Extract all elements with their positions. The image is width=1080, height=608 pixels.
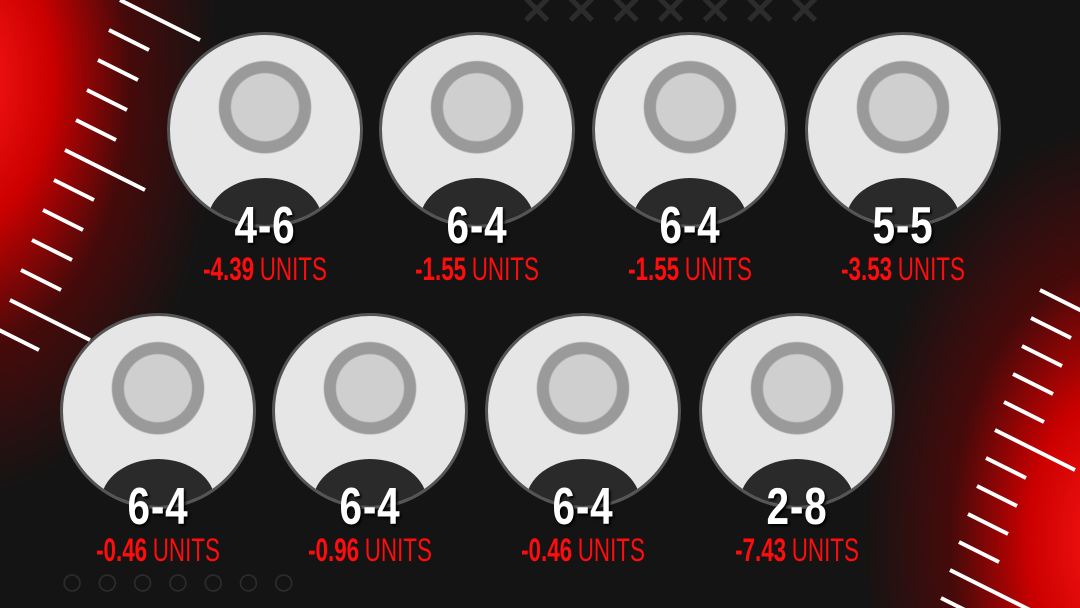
expert-photo xyxy=(699,313,895,509)
expert-photo xyxy=(60,313,256,509)
record: 2-8 xyxy=(766,478,828,536)
expert-card-7: 6-4 -0.46 UNITS xyxy=(478,313,688,567)
yard-line xyxy=(940,596,966,608)
units: -1.55 UNITS xyxy=(415,251,539,287)
expert-photo xyxy=(272,313,468,509)
units: -0.96 UNITS xyxy=(308,532,432,568)
expert-photo xyxy=(379,32,575,228)
expert-card-2: 6-4 -1.55 UNITS xyxy=(372,32,582,286)
yard-line xyxy=(1030,316,1072,340)
expert-photo xyxy=(167,32,363,228)
yard-line xyxy=(949,568,1031,608)
yard-line xyxy=(31,238,73,262)
yard-line xyxy=(108,28,150,52)
record: 6-4 xyxy=(552,478,614,536)
yard-line xyxy=(9,298,91,342)
yard-line xyxy=(20,268,62,292)
yard-line xyxy=(1021,344,1063,368)
units: -3.53 UNITS xyxy=(841,251,965,287)
yard-line xyxy=(75,118,117,142)
yard-line xyxy=(64,148,146,192)
expert-photo xyxy=(485,313,681,509)
expert-card-3: 6-4 -1.55 UNITS xyxy=(585,32,795,286)
yard-line xyxy=(967,512,1009,536)
yard-line xyxy=(1003,400,1045,424)
expert-card-6: 6-4 -0.96 UNITS xyxy=(265,313,475,567)
record: 6-4 xyxy=(127,478,189,536)
play-x-marks: ✕ ✕ ✕ ✕ ✕ ✕ ✕ xyxy=(520,0,822,33)
record: 4-6 xyxy=(234,197,296,255)
units: -7.43 UNITS xyxy=(735,532,859,568)
yard-line xyxy=(97,58,139,82)
yard-line xyxy=(42,208,84,232)
yard-line xyxy=(0,328,40,352)
units: -0.46 UNITS xyxy=(96,532,220,568)
yard-line xyxy=(958,540,1000,564)
record: 6-4 xyxy=(446,197,508,255)
record: 6-4 xyxy=(659,197,721,255)
expert-photo xyxy=(592,32,788,228)
expert-card-5: 6-4 -0.46 UNITS xyxy=(53,313,263,567)
yard-line xyxy=(985,456,1027,480)
units: -1.55 UNITS xyxy=(628,251,752,287)
units: -0.46 UNITS xyxy=(521,532,645,568)
yard-line xyxy=(976,484,1018,508)
yard-line xyxy=(53,178,95,202)
expert-photo xyxy=(805,32,1001,228)
yard-line xyxy=(86,88,128,112)
units: -4.39 UNITS xyxy=(203,251,327,287)
expert-card-8: 2-8 -7.43 UNITS xyxy=(692,313,902,567)
yard-line xyxy=(1012,372,1054,396)
yard-line xyxy=(994,428,1076,472)
expert-card-4: 5-5 -3.53 UNITS xyxy=(798,32,1008,286)
yard-line xyxy=(1039,288,1080,313)
yard-line xyxy=(119,0,201,42)
play-o-marks: ○ ○ ○ ○ ○ ○ ○ xyxy=(60,560,296,604)
expert-card-1: 4-6 -4.39 UNITS xyxy=(160,32,370,286)
record: 6-4 xyxy=(339,478,401,536)
record: 5-5 xyxy=(872,197,934,255)
